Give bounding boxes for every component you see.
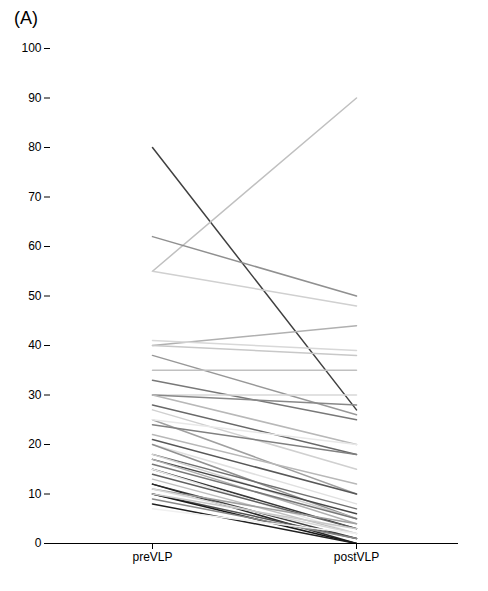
svg-text:100: 100 [21,41,41,55]
svg-text:30: 30 [28,388,42,402]
svg-text:10: 10 [28,487,42,501]
svg-text:20: 20 [28,437,42,451]
html-text:(A): (A) [14,8,38,28]
svg-text:postVLP: postVLP [334,550,379,564]
svg-text:70: 70 [28,190,42,204]
svg-text:50: 50 [28,289,42,303]
svg-text:60: 60 [28,239,42,253]
svg-text:80: 80 [28,140,42,154]
svg-text:40: 40 [28,338,42,352]
svg-text:90: 90 [28,91,42,105]
svg-text:preVLP: preVLP [132,550,172,564]
svg-text:0: 0 [35,536,42,550]
